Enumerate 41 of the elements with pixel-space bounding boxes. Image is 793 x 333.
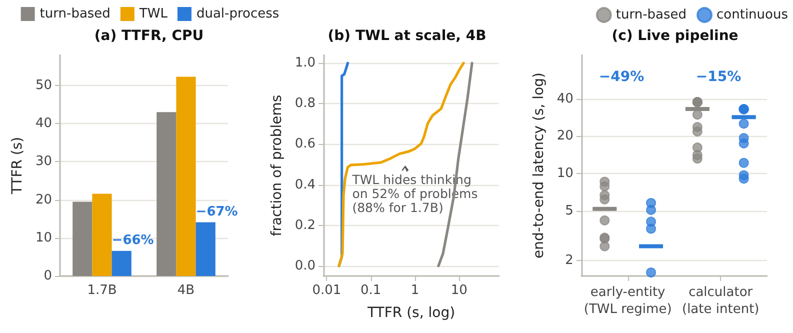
x-tick-label: 1.7B [87,283,117,298]
legend-label: dual-process [196,6,280,22]
x-tick-label: 10 [450,283,468,298]
annotation: −15% [696,69,742,85]
y-tick-label: 40 [35,116,52,132]
y-tick-label: 40 [556,91,574,106]
y-tick-label: 20 [35,192,52,208]
y-tick-label: 0.8 [294,96,316,112]
y-tick-label: 20 [556,128,574,144]
chart-title: (c) Live pipeline [612,28,738,44]
y-axis-title: TTFR (s) [10,136,26,196]
y-tick-label: 10 [35,230,52,246]
x-tick-label: 4B [177,283,195,298]
y-tick-label: 10 [556,166,574,182]
y-tick-label: 0.2 [294,218,316,233]
y-tick-label: 0.4 [294,177,316,192]
y-tick-label: 30 [35,154,52,170]
x-tick-label: 0.01 [312,283,342,298]
chart-title: (a) TTFR, CPU [94,28,204,44]
x-tick-label: calculator (late intent) [682,285,760,317]
annotation: −49% [598,69,644,85]
y-tick-label: 0.6 [294,136,316,152]
legend-label: TWL [138,6,168,22]
x-axis-title: TTFR (s, log) [366,305,456,321]
legend-label: turn-based [616,8,687,22]
y-tick-label: 0.0 [294,258,316,274]
y-axis-title: fraction of problems [269,94,285,236]
y-tick-label: 1.0 [294,56,316,71]
x-tick-label: 0.1 [360,283,382,298]
legend-label: continuous [716,8,788,22]
y-tick-label: 0 [44,268,52,284]
y-tick-label: 2 [565,252,574,268]
y-axis-title: end-to-end latency (s, log) [531,72,547,258]
x-tick-label: early-entity (TWL regime) [584,285,672,317]
legend-label: turn-based [40,6,110,22]
chart-title: (b) TWL at scale, 4B [328,28,486,44]
x-tick-label: 1 [410,283,420,298]
annotation: −67% [196,204,238,220]
y-tick-label: 5 [565,204,574,219]
y-tick-label: 50 [35,78,52,93]
annotation: −66% [112,232,154,248]
